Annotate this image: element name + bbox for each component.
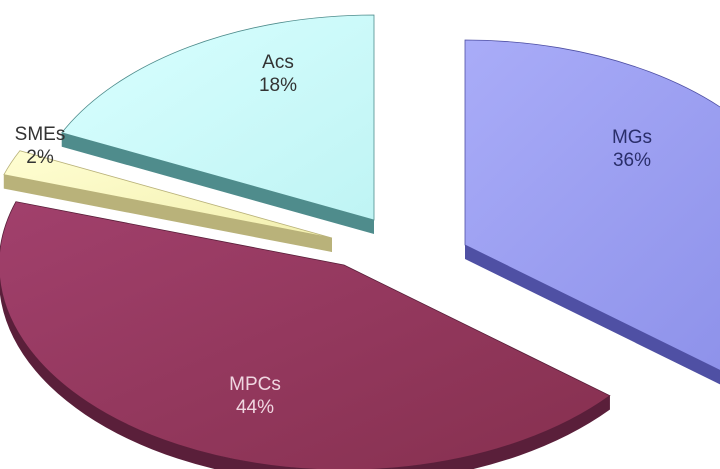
- slice-label-name-mpcs: MPCs: [229, 374, 281, 395]
- slice-label-name-acs: Acs: [262, 52, 294, 73]
- slice-label-value-mpcs: 44%: [236, 397, 274, 418]
- pie-slices: [0, 14, 720, 469]
- slice-label-value-acs: 18%: [259, 75, 297, 96]
- slice-mgs: [464, 39, 720, 371]
- slice-rim-mpcs: [0, 201, 610, 469]
- slice-smes: [3, 150, 333, 239]
- slice-label-name-smes: SMEs: [15, 124, 66, 145]
- slice-label-value-smes: 2%: [26, 147, 54, 168]
- slice-acs: [61, 14, 375, 221]
- slice-label-name-mgs: MGs: [612, 127, 652, 148]
- slice-label-value-mgs: 36%: [613, 150, 651, 171]
- slice-side-mgs-1: [465, 245, 720, 385]
- slice-mpcs: [0, 201, 611, 469]
- slice-side-smes-0: [3, 174, 333, 252]
- slice-side-acs-0: [61, 132, 375, 234]
